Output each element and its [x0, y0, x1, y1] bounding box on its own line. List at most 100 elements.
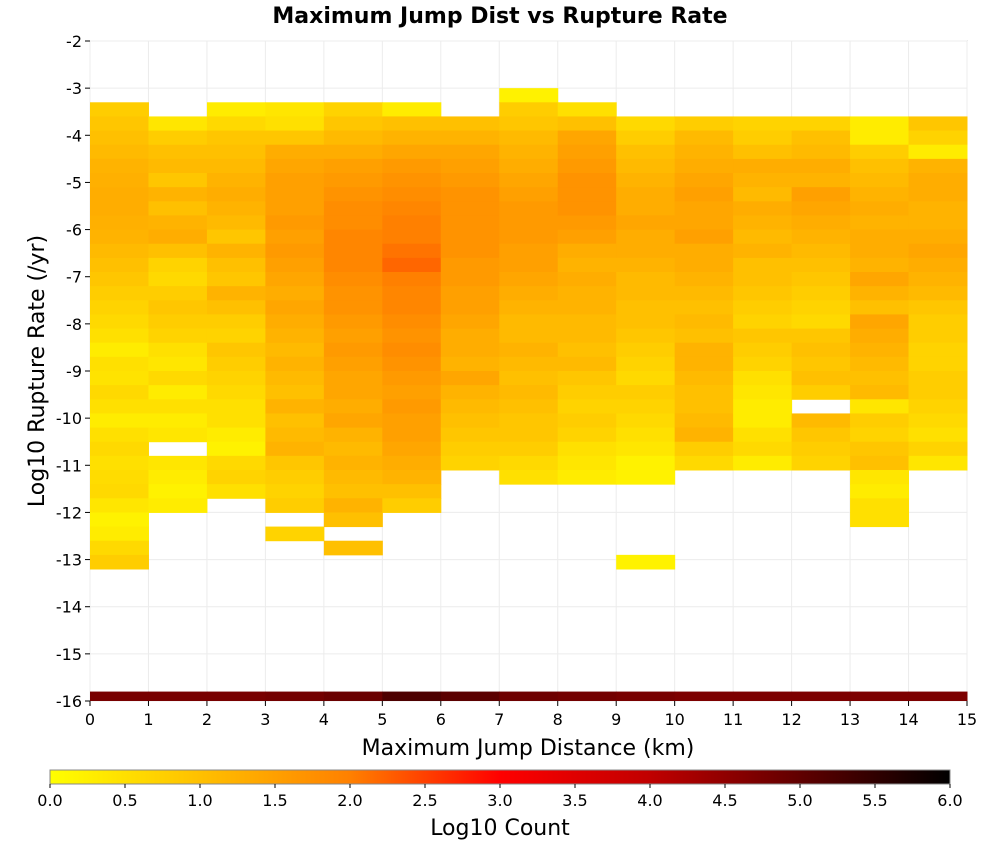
heatmap-cell: [499, 229, 559, 245]
y-tick-label: -7: [66, 268, 82, 287]
heatmap-cell: [382, 229, 442, 245]
heatmap-cell: [557, 371, 617, 386]
heatmap-cell: [616, 116, 676, 132]
heatmap-cell: [908, 328, 968, 344]
heatmap-cell: [557, 385, 617, 400]
heatmap-cell: [791, 385, 851, 400]
heatmap-cell: [616, 314, 676, 330]
heatmap-cell: [265, 526, 325, 542]
heatmap-cell: [90, 257, 149, 273]
heatmap-cell: [148, 187, 208, 202]
heatmap-cell: [440, 257, 500, 273]
heatmap-cell: [382, 328, 442, 344]
colorbar-tick-label: 3.0: [487, 791, 512, 810]
heatmap-cell: [265, 272, 325, 287]
heatmap-cell: [265, 144, 325, 160]
y-tick-label: -16: [56, 692, 82, 711]
heatmap-cell: [791, 257, 851, 273]
heatmap-cell: [557, 427, 617, 443]
heatmap-cell: [499, 158, 559, 174]
heatmap-cell: [265, 102, 325, 117]
heatmap-cell: [90, 512, 149, 528]
heatmap-cell: [382, 441, 442, 457]
y-tick-label: -5: [66, 173, 82, 192]
heatmap-cell: [908, 215, 968, 231]
heatmap-cell: [148, 300, 208, 315]
heatmap-cell: [440, 441, 500, 457]
heatmap-cell: [265, 116, 325, 132]
heatmap-cell: [791, 215, 851, 231]
heatmap-cell: [323, 272, 383, 287]
heatmap-cell: [616, 371, 676, 386]
heatmap-cell: [499, 144, 559, 160]
heatmap-cell: [382, 371, 442, 386]
heatmap-cell: [616, 229, 676, 245]
heatmap-cell: [323, 371, 383, 386]
heatmap-cell: [616, 173, 676, 188]
colorbar-tick-label: 5.0: [787, 791, 812, 810]
heatmap-cell: [557, 286, 617, 301]
heatmap-cell: [674, 243, 734, 259]
heatmap-cell: [850, 272, 910, 287]
heatmap-cell: [440, 201, 500, 216]
heatmap-cell: [616, 413, 676, 429]
heatmap-cell: [323, 512, 383, 528]
heatmap-cell: [265, 314, 325, 330]
heatmap-cell: [90, 470, 149, 485]
heatmap-cell: [499, 385, 559, 400]
heatmap-cell: [908, 455, 968, 471]
heatmap-cell: [791, 371, 851, 386]
heatmap-cell: [206, 116, 266, 132]
heatmap-cell: [440, 356, 500, 372]
heatmap-cell: [206, 215, 266, 231]
heatmap-cell: [616, 286, 676, 301]
heatmap-cell: [616, 158, 676, 174]
heatmap-cell: [265, 441, 325, 457]
heatmap-cell: [90, 455, 149, 471]
heatmap-cell: [323, 455, 383, 471]
heatmap-cell-bottom-row: [206, 691, 266, 701]
heatmap-cell: [323, 413, 383, 429]
heatmap-cell: [440, 399, 500, 414]
heatmap-cell: [206, 243, 266, 259]
heatmap-cell: [265, 484, 325, 499]
heatmap-cell: [90, 540, 149, 556]
heatmap-cell: [206, 102, 266, 117]
heatmap-cell: [206, 257, 266, 273]
heatmap-cell: [90, 484, 149, 499]
heatmap-cell: [382, 158, 442, 174]
heatmap-cell: [206, 385, 266, 400]
heatmap-cell: [850, 470, 910, 485]
heatmap-cell: [382, 173, 442, 188]
x-tick-label: 4: [319, 710, 329, 729]
heatmap-cell: [382, 413, 442, 429]
heatmap-cell: [674, 328, 734, 344]
heatmap-cell: [674, 229, 734, 245]
heatmap-cell: [616, 272, 676, 287]
heatmap-cell: [382, 300, 442, 315]
heatmap-cell: [733, 413, 793, 429]
heatmap-cell: [908, 286, 968, 301]
heatmap-cell: [791, 455, 851, 471]
heatmap-cell: [908, 342, 968, 358]
heatmap-cell: [850, 512, 910, 528]
heatmap-cell: [440, 144, 500, 160]
colorbar-tick-label: 2.0: [337, 791, 362, 810]
heatmap-cell: [791, 201, 851, 216]
heatmap-cell: [206, 441, 266, 457]
heatmap-cell-bottom-row: [850, 691, 910, 701]
heatmap-cell: [90, 102, 149, 117]
heatmap-cell-bottom-row: [616, 691, 676, 701]
heatmap-cell: [440, 272, 500, 287]
heatmap-cell: [850, 427, 910, 443]
heatmap-cell: [90, 356, 149, 372]
heatmap-cell: [557, 201, 617, 216]
heatmap-cell: [206, 158, 266, 174]
x-tick-label: 14: [898, 710, 918, 729]
colorbar-tick-label: 1.0: [187, 791, 212, 810]
heatmap-cell: [674, 342, 734, 358]
heatmap-cell: [557, 455, 617, 471]
heatmap-cell: [499, 300, 559, 315]
heatmap-cell: [90, 158, 149, 174]
